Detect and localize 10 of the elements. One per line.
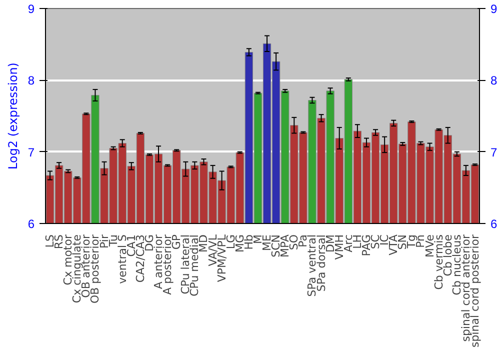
y-tick-label: 6 (28, 217, 35, 231)
y-tick-label: 7 (28, 145, 35, 160)
y-tick-label: 8 (28, 74, 35, 88)
y-tick-label: 9 (28, 2, 35, 16)
y2-tick-label: 9 (490, 2, 498, 16)
y2-tick-label: 6 (490, 217, 498, 231)
x-tick-label: Tg (405, 234, 418, 250)
y-axis-title: Log2 (expression) (6, 62, 20, 170)
y2-tick-label: 8 (490, 74, 498, 88)
y2-tick-label: 7 (490, 145, 498, 160)
